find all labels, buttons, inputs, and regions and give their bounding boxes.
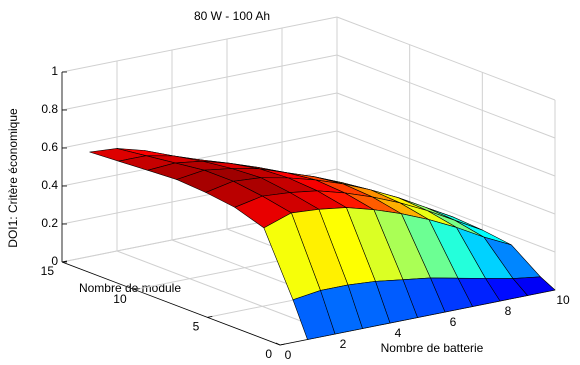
grid-line (116, 250, 336, 335)
grid-line (336, 92, 556, 177)
chart-title: 80 W - 100 Ah (194, 9, 270, 23)
grid-line (61, 54, 338, 111)
grid-line (336, 130, 556, 215)
y-tick-label: 0 (265, 347, 272, 361)
z-tick-label: 0.4 (41, 178, 58, 192)
grid-line (336, 16, 556, 101)
z-tick-label: 0.6 (41, 140, 58, 154)
tick-mark (61, 260, 68, 263)
z-tick-label: 0.8 (41, 102, 58, 116)
z-axis-label: DOI1: Critère économique (6, 108, 20, 248)
y-tick-label: 10 (113, 292, 127, 306)
surface-patch (292, 290, 336, 340)
tick-mark (134, 288, 140, 291)
z-tick-label: 0 (51, 254, 58, 268)
axis-line (61, 261, 281, 346)
tick-mark (275, 342, 281, 346)
x-tick-label: 8 (505, 304, 512, 318)
grid-line (61, 92, 338, 149)
x-tick-label: 6 (450, 315, 457, 329)
grid-line (61, 130, 338, 187)
grid-line (61, 16, 338, 73)
x-tick-label: 2 (340, 337, 347, 351)
x-tick-label: 4 (395, 326, 402, 340)
x-tick-label: 0 (285, 348, 292, 362)
y-tick-label: 5 (193, 320, 200, 334)
x-axis-label: Nombre de batterie (381, 341, 484, 355)
grid-line (336, 54, 556, 139)
surface (89, 148, 556, 340)
z-tick-label: 0.2 (41, 216, 58, 230)
y-tick-label: 15 (41, 264, 55, 278)
z-tick-label: 1 (51, 64, 58, 78)
x-tick-label: 10 (556, 293, 570, 307)
tick-mark (207, 315, 213, 318)
tick-mark (279, 343, 286, 346)
grid-line (336, 168, 556, 253)
